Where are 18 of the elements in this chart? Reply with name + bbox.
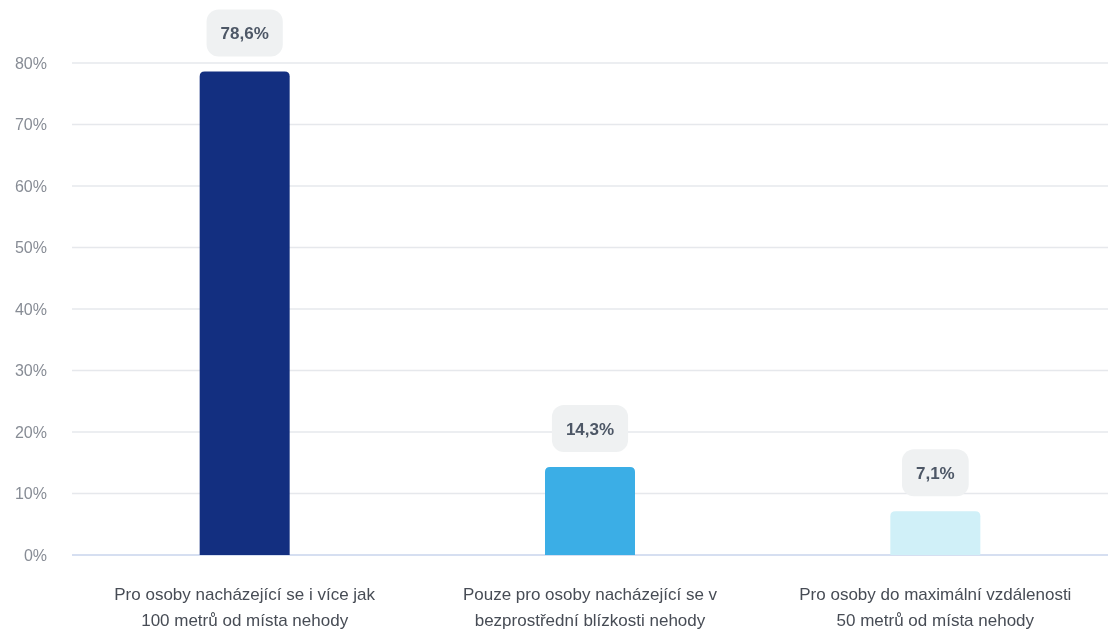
bar (890, 511, 981, 555)
y-tick-label: 20% (14, 423, 47, 441)
y-tick-label: 0% (23, 546, 47, 564)
y-tick-label: 80% (14, 54, 47, 72)
data-label: 78,6% (220, 24, 269, 44)
bar (545, 467, 635, 555)
bar (199, 71, 290, 555)
x-tick-label: Pouze pro osoby nacházející se v bezprostřední blízkosti nehody (462, 585, 718, 630)
y-tick-label: 30% (14, 362, 47, 380)
x-tick-label: Pro osoby nacházející se i více jak 100 metrů od místa nehody (114, 585, 376, 630)
y-tick-label: 60% (14, 177, 47, 195)
y-tick-label: 40% (14, 300, 47, 318)
x-tick-label: Pro osoby do maximální vzdálenosti 50 metrů od místa nehody (799, 585, 1072, 630)
y-tick-label: 70% (14, 116, 47, 134)
data-label: 7,1% (915, 463, 955, 483)
y-tick-label: 10% (14, 485, 47, 503)
y-tick-label: 50% (14, 239, 47, 257)
data-label: 14,3% (565, 419, 615, 439)
